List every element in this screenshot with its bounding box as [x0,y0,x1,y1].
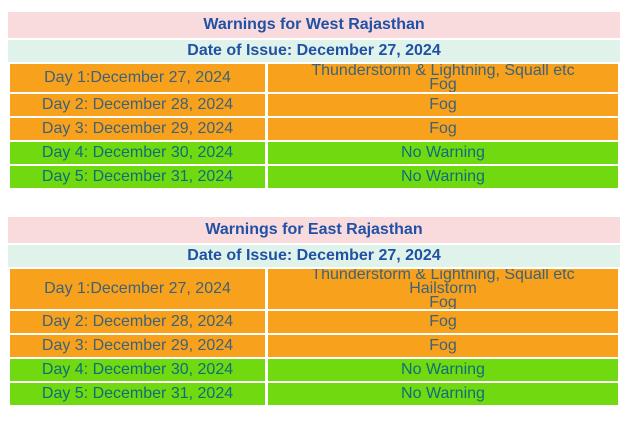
table-row-day1: Day 1:December 27, 2024 Thunderstorm & L… [10,64,618,92]
table-title: Warnings for East Rajasthan [8,217,620,243]
warning-cell: Thunderstorm & Lightning, Squall etc Hai… [268,269,618,309]
warnings-grid: Day 1:December 27, 2024 Thunderstorm & L… [8,269,620,405]
day-cell: Day 2: December 28, 2024 [10,94,265,116]
date-of-issue: Date of Issue: December 27, 2024 [8,40,620,62]
warning-cell: No Warning [268,383,618,405]
warnings-table-west: Warnings for West Rajasthan Date of Issu… [8,12,620,188]
table-row-day2: Day 2: December 28, 2024 Fog [10,94,618,116]
warning-cell: Fog [268,94,618,116]
day-cell: Day 2: December 28, 2024 [10,311,265,333]
table-row-day5: Day 5: December 31, 2024 No Warning [10,166,618,188]
warning-cell: No Warning [268,359,618,381]
day-cell: Day 4: December 30, 2024 [10,142,265,164]
day-cell: Day 1:December 27, 2024 [10,269,265,309]
warning-cell: Fog [268,335,618,357]
table-row-day1: Day 1:December 27, 2024 Thunderstorm & L… [10,269,618,309]
table-row-day4: Day 4: December 30, 2024 No Warning [10,359,618,381]
warnings-table-east: Warnings for East Rajasthan Date of Issu… [8,217,620,405]
day-cell: Day 5: December 31, 2024 [10,166,265,188]
day-cell: Day 4: December 30, 2024 [10,359,265,381]
warning-cell: No Warning [268,142,618,164]
table-title: Warnings for West Rajasthan [8,12,620,38]
warning-cell: Fog [268,311,618,333]
day-cell: Day 1:December 27, 2024 [10,64,265,92]
day-cell: Day 3: December 29, 2024 [10,118,265,140]
warnings-grid: Day 1:December 27, 2024 Thunderstorm & L… [8,64,620,188]
day-cell: Day 5: December 31, 2024 [10,383,265,405]
warning-cell: No Warning [268,166,618,188]
table-row-day3: Day 3: December 29, 2024 Fog [10,118,618,140]
page: Warnings for West Rajasthan Date of Issu… [8,12,620,405]
day-cell: Day 3: December 29, 2024 [10,335,265,357]
table-row-day4: Day 4: December 30, 2024 No Warning [10,142,618,164]
date-of-issue: Date of Issue: December 27, 2024 [8,245,620,267]
table-row-day5: Day 5: December 31, 2024 No Warning [10,383,618,405]
warning-cell: Fog [268,118,618,140]
table-row-day3: Day 3: December 29, 2024 Fog [10,335,618,357]
warning-cell: Thunderstorm & Lightning, Squall etc Fog [268,64,618,92]
table-row-day2: Day 2: December 28, 2024 Fog [10,311,618,333]
